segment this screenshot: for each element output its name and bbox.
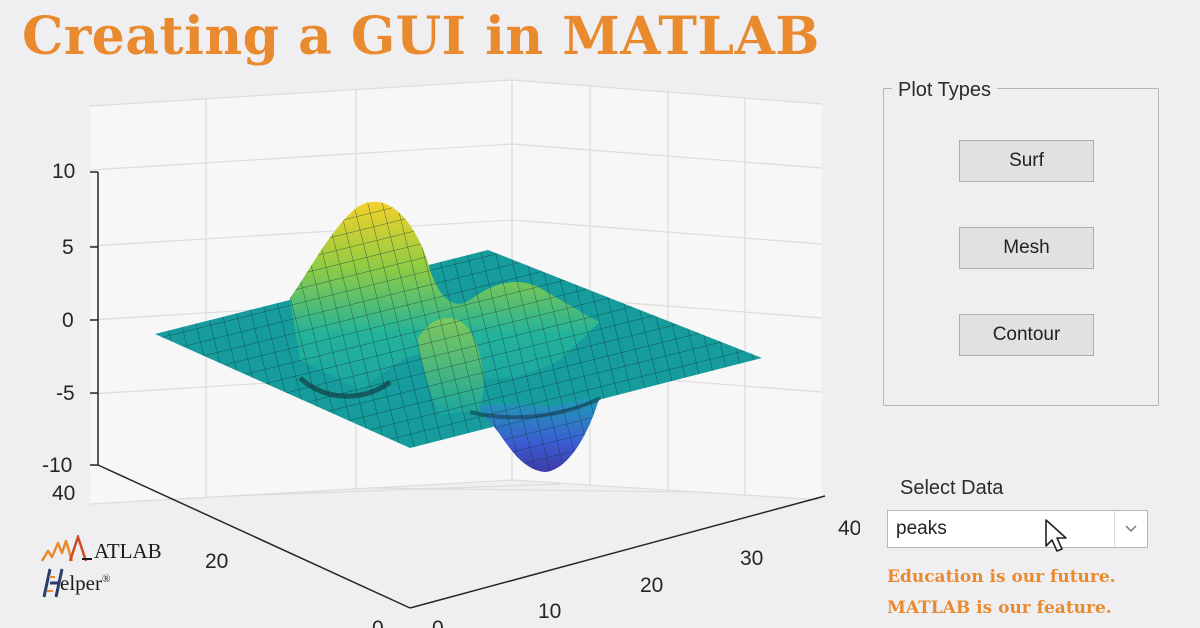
x-tick-label: 20 (640, 574, 663, 597)
dropdown-value: peaks (896, 518, 947, 539)
surf-button[interactable]: Surf (959, 140, 1094, 182)
mouse-cursor-icon (1045, 519, 1067, 552)
y-tick-label: 0 (372, 617, 384, 628)
plot-types-title: Plot Types (892, 79, 998, 102)
surface-plot-axes: 10 5 0 -5 -10 40 20 0 40 30 20 10 0 (42, 79, 860, 628)
logo-line1: ATLAB (94, 539, 162, 563)
y-tick-label: 40 (52, 482, 75, 505)
data-dropdown[interactable]: peaks (887, 510, 1148, 548)
z-axis-ticks: 10 5 0 -5 -10 (42, 160, 75, 477)
z-tick-label: 10 (52, 160, 75, 183)
peaks-surface (155, 201, 762, 472)
x-tick-label: 40 (838, 517, 860, 540)
logo-m-icon (40, 535, 92, 562)
plot-types-panel (883, 88, 1159, 406)
x-tick-label: 0 (432, 617, 444, 628)
mesh-button[interactable]: Mesh (959, 227, 1094, 269)
y-tick-label: 20 (205, 550, 228, 573)
logo-h-icon (42, 568, 64, 598)
tagline-line2: MATLAB is our feature. (887, 598, 1112, 618)
logo-line2: elper® (60, 571, 111, 595)
chevron-down-icon[interactable] (1114, 511, 1147, 547)
x-tick-label: 10 (538, 600, 561, 623)
z-tick-label: -5 (56, 382, 75, 405)
select-data-label: Select Data (900, 477, 1004, 499)
tagline-line1: Education is our future. (887, 567, 1116, 587)
banner-title: Creating a GUI in MATLAB (22, 6, 820, 67)
z-tick-label: 5 (62, 236, 74, 259)
contour-button[interactable]: Contour (959, 314, 1094, 356)
y-axis-ticks: 40 20 0 (52, 482, 384, 628)
x-tick-label: 30 (740, 547, 763, 570)
z-tick-label: 0 (62, 309, 74, 332)
matlab-helper-logo: ATLAB elper® (40, 535, 190, 605)
z-tick-label: -10 (42, 454, 72, 477)
x-axis-ticks: 40 30 20 10 0 (432, 517, 860, 628)
